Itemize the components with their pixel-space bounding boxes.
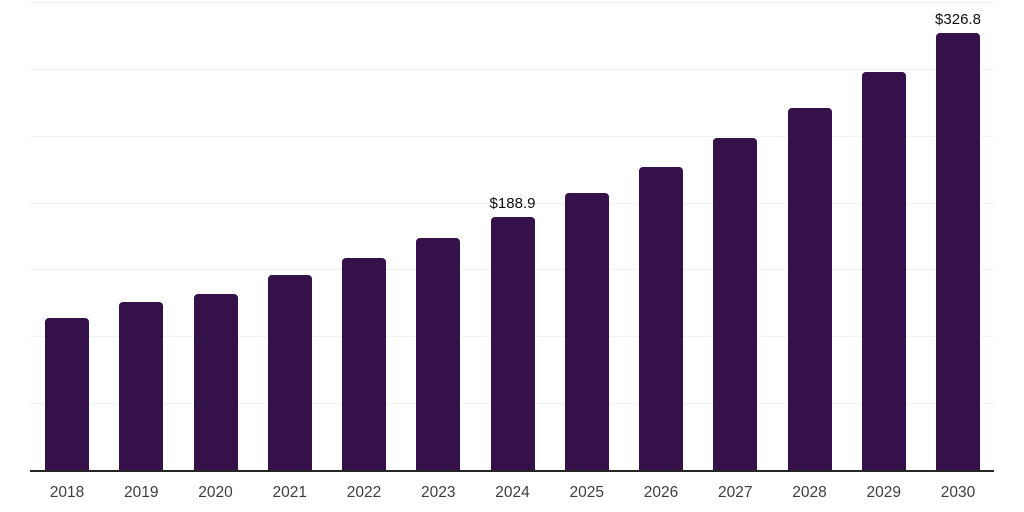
x-tick-2021: 2021 [272, 484, 307, 501]
bar-2023 [416, 237, 461, 470]
x-tick-2030: 2030 [940, 484, 976, 501]
x-tick-2023: 2023 [421, 484, 456, 501]
x-tick-2025: 2025 [569, 484, 604, 501]
x-axis-line [30, 470, 994, 472]
value-label-2024: $188.9 [489, 195, 536, 213]
bar-2030 [936, 33, 980, 470]
x-tick-2022: 2022 [346, 484, 382, 501]
value-label-2030: $326.8 [935, 11, 981, 29]
x-tick-2019: 2019 [124, 484, 159, 501]
bar-2029 [861, 71, 906, 470]
bar-2024 [490, 217, 535, 470]
gridline-200 [30, 202, 994, 204]
x-tick-2026: 2026 [643, 484, 679, 501]
gridline-350 [30, 2, 994, 3]
bar-2025 [564, 192, 609, 470]
x-tick-2024: 2024 [495, 484, 530, 501]
bar-2028 [787, 107, 832, 470]
x-tick-2020: 2020 [198, 484, 233, 501]
x-tick-2028: 2028 [792, 484, 827, 501]
gridline-250 [30, 135, 994, 137]
bar-2021 [267, 275, 312, 470]
bar-2027 [713, 138, 758, 470]
bar-2022 [342, 257, 386, 470]
bar-2026 [639, 167, 683, 470]
x-tick-2027: 2027 [718, 484, 753, 501]
gridline-300 [30, 68, 994, 70]
bar-2018 [45, 317, 89, 470]
bar-2019 [119, 302, 164, 470]
x-tick-2029: 2029 [866, 484, 901, 501]
bar-2020 [193, 294, 238, 470]
x-tick-2018: 2018 [49, 484, 85, 501]
